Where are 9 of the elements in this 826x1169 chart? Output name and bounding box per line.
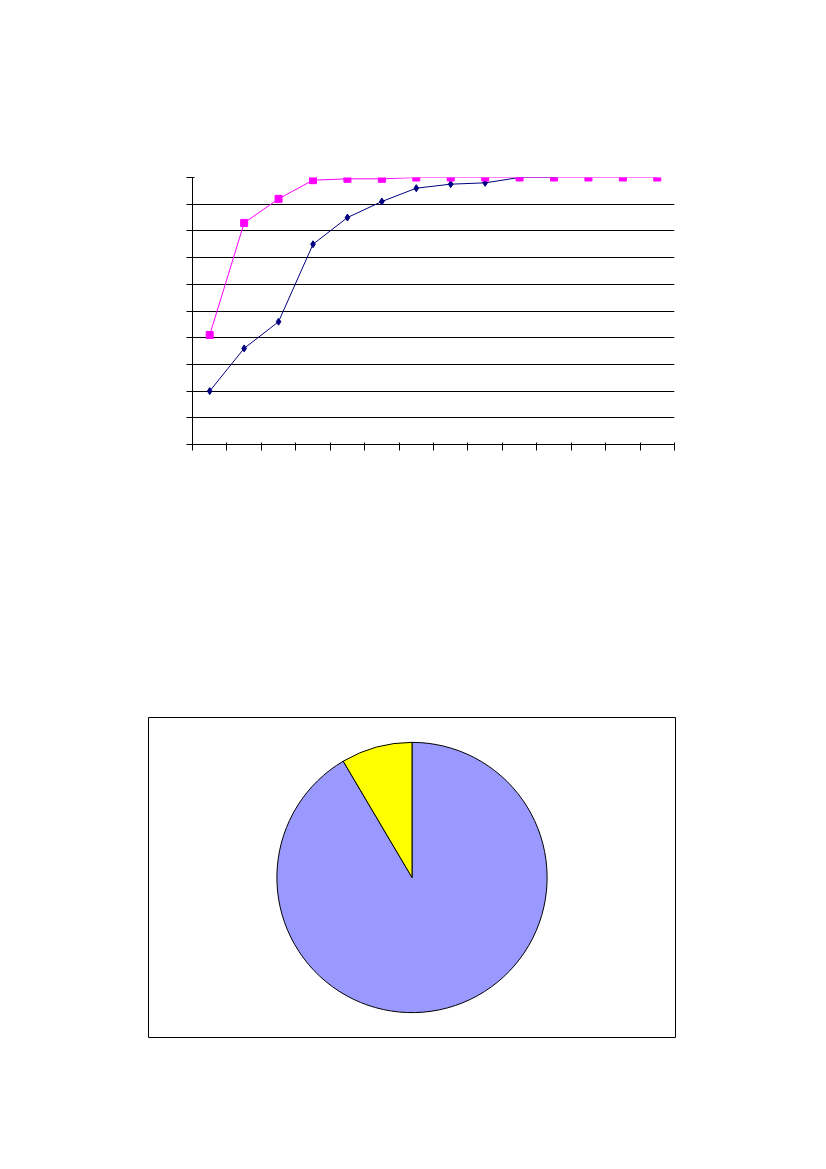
point	[206, 387, 213, 396]
point	[309, 177, 317, 185]
point	[275, 317, 282, 326]
point	[413, 184, 420, 193]
point	[344, 213, 351, 222]
point	[274, 194, 283, 203]
point	[447, 180, 454, 189]
point	[205, 331, 214, 340]
point	[240, 218, 249, 227]
